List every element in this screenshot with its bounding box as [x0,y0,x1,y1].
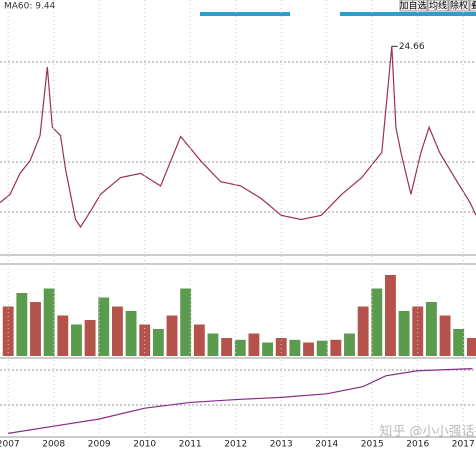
volume-bar [152,329,164,356]
volume-bar [98,297,110,356]
button-label[interactable]: 除权 [450,0,468,12]
volume-bar [57,315,69,356]
ma-label: MA60: 9.44 [4,2,56,12]
volume-bar [439,315,451,356]
volume-bar [357,306,369,356]
volume-bar [425,302,437,356]
volume-bar [84,320,96,356]
x-tick-label: 2008 [42,440,65,450]
volume-bar [234,339,246,356]
signal-strip [200,12,476,16]
peak-label: 24.66 [399,42,425,52]
volume-bar [453,329,465,356]
button[interactable] [399,0,428,12]
panel-frames [0,61,476,438]
x-tick-label: 2009 [88,440,111,450]
volume-bar [16,293,28,356]
volume-bar [43,288,55,356]
volume-bar [398,311,410,356]
volume-bar [262,342,274,356]
button-label[interactable]: 加自选 [399,0,426,12]
signal-markers [340,12,476,16]
price-line [8,368,473,434]
x-tick-label: 2016 [406,440,429,450]
volume-bar [71,324,82,356]
x-tick-label: 2013 [270,440,293,450]
toolbar: 加自选 均线 除权 叠 [399,0,476,12]
button[interactable] [448,0,470,12]
volume-bar [316,340,328,356]
volume-bar [412,306,424,356]
watermark: 知乎 @小小强话投资 [379,424,476,440]
volume-bar [385,275,396,356]
button[interactable] [427,0,449,12]
signal-markers [200,12,290,16]
volume-bar [330,339,342,356]
volume-bar [2,306,14,356]
volume-bar [221,338,233,356]
x-tick-label: 2014 [315,440,338,450]
volume-bar [180,288,192,356]
x-tick-label: 2012 [224,440,247,450]
volume-bar [275,338,287,356]
x-tick-label: 2015 [361,440,384,450]
price-line [0,46,476,229]
volume-bar [166,315,178,356]
volume-bar [30,302,41,356]
button-label[interactable]: 均线 [429,0,447,12]
volume-bar [193,324,205,356]
x-tick-label: 2007 [0,440,20,450]
volume-bar [344,333,355,356]
button[interactable] [469,0,476,12]
volume-bar [111,306,123,356]
button-label[interactable]: 叠 [471,1,476,12]
volume-bar [466,338,476,356]
volume-bar [289,339,301,356]
volume-bar [303,342,314,356]
volume-bar [371,288,383,356]
x-tick-label: 2011 [179,440,202,450]
x-tick-label: 2017 [452,440,475,450]
x-tick-label: 2010 [133,440,156,450]
volume-bar [248,333,260,356]
volume-bar [207,333,219,356]
volume-bar [125,311,137,356]
